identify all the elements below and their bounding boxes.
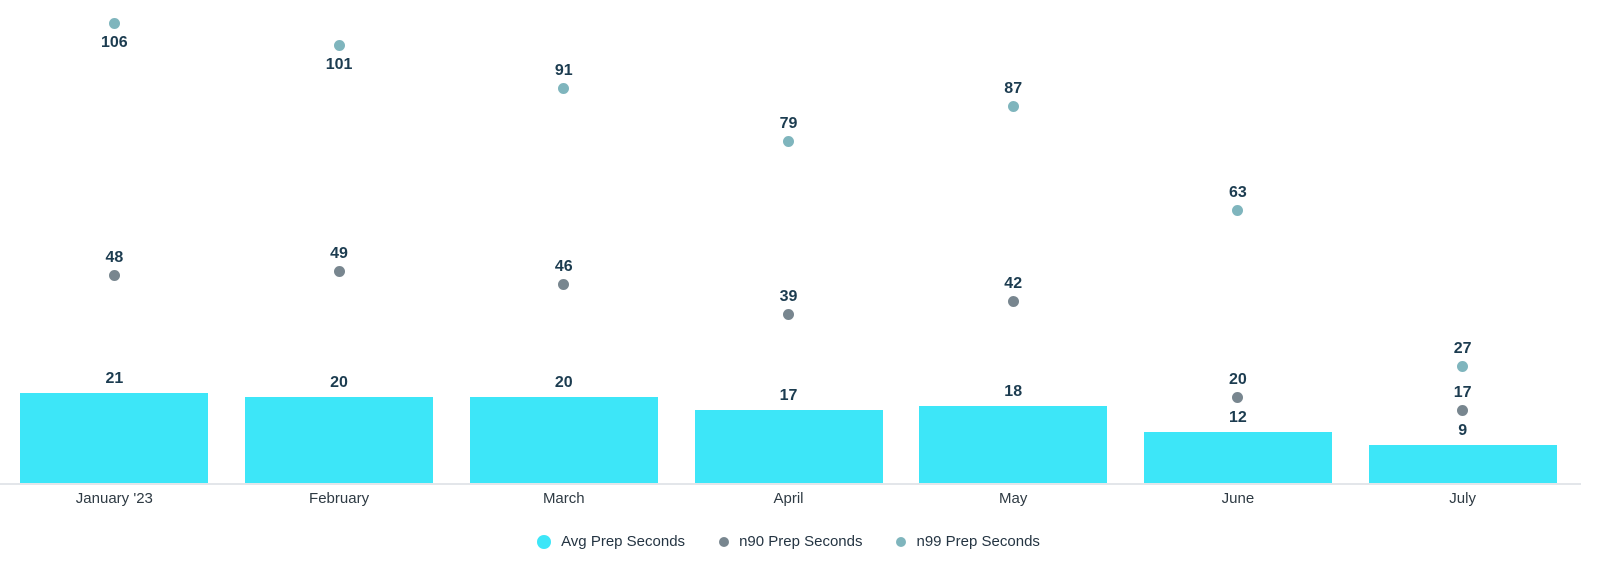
- bar-value-label: 9: [1458, 421, 1468, 439]
- legend-label-n99-prep-seconds: n99 Prep Seconds: [916, 533, 1040, 550]
- n99-point[interactable]: [783, 135, 794, 147]
- legend-label-n90-prep-seconds: n90 Prep Seconds: [739, 533, 863, 550]
- n99-point[interactable]: [1232, 205, 1244, 217]
- bar-value-label: 18: [1004, 382, 1023, 400]
- legend: Avg Prep Seconds n90 Prep Seconds n99 Pr…: [0, 533, 1577, 550]
- bar-value-label: 20: [554, 374, 573, 392]
- bar-value-label: 20: [330, 374, 348, 392]
- avg-bar[interactable]: [919, 405, 1108, 484]
- x-axis-label: March: [542, 490, 585, 507]
- n99-point[interactable]: [1007, 100, 1019, 112]
- avg-bar[interactable]: [245, 397, 434, 484]
- x-axis-label: July: [1449, 490, 1476, 507]
- n99-prep-seconds-swatch-icon: [896, 536, 907, 547]
- point-value-label: 42: [1004, 275, 1023, 293]
- n99-point[interactable]: [558, 83, 570, 95]
- bar-value-label: 17: [779, 387, 798, 405]
- legend-item-n90-prep-seconds[interactable]: n90 Prep Seconds: [719, 533, 862, 550]
- legend-label-avg-prep-seconds: Avg Prep Seconds: [561, 533, 686, 550]
- avg-bar[interactable]: [694, 410, 883, 484]
- n90-point[interactable]: [783, 309, 794, 321]
- n90-point[interactable]: [558, 278, 570, 290]
- point-value-label: 20: [1229, 370, 1247, 388]
- bar-value-label: 12: [1229, 408, 1247, 426]
- legend-item-avg-prep-seconds[interactable]: Avg Prep Seconds: [537, 533, 685, 550]
- point-value-label: 39: [779, 288, 798, 306]
- x-axis-label: January '23: [75, 490, 153, 507]
- x-axis-label: February: [309, 490, 370, 507]
- x-axis-label: May: [999, 490, 1028, 507]
- avg-bar[interactable]: [1143, 431, 1332, 484]
- n90-point[interactable]: [1232, 391, 1244, 403]
- n90-point[interactable]: [1007, 296, 1019, 308]
- point-value-label: 63: [1229, 184, 1247, 202]
- point-value-label: 48: [105, 249, 124, 267]
- point-value-label: 106: [100, 33, 128, 51]
- point-value-label: 79: [779, 114, 798, 132]
- bar-value-label: 21: [105, 369, 124, 387]
- avg-bar[interactable]: [1368, 444, 1557, 484]
- point-value-label: 87: [1004, 79, 1023, 97]
- x-axis-label: April: [773, 490, 804, 507]
- point-value-label: 49: [330, 244, 348, 262]
- point-value-label: 17: [1453, 383, 1472, 401]
- avg-prep-seconds-swatch-icon: [537, 534, 552, 549]
- avg-bar[interactable]: [20, 392, 209, 484]
- point-value-label: 46: [554, 257, 573, 275]
- n90-point[interactable]: [333, 265, 345, 277]
- n90-prep-seconds-swatch-icon: [719, 536, 730, 547]
- point-value-label: 101: [325, 55, 353, 73]
- n99-point[interactable]: [108, 18, 120, 30]
- legend-item-n99-prep-seconds[interactable]: n99 Prep Seconds: [896, 533, 1040, 550]
- x-axis-line: [0, 483, 1581, 485]
- n99-point[interactable]: [1457, 361, 1469, 373]
- n99-point[interactable]: [333, 40, 345, 52]
- point-value-label: 27: [1453, 340, 1472, 358]
- x-axis-label: June: [1221, 490, 1255, 507]
- point-value-label: 91: [554, 62, 573, 80]
- n90-point[interactable]: [1457, 404, 1469, 416]
- avg-bar[interactable]: [469, 397, 658, 484]
- n90-point[interactable]: [108, 270, 120, 282]
